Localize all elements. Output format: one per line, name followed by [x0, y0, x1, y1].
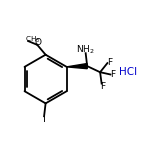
Text: I: I: [43, 114, 45, 124]
Text: F: F: [100, 82, 105, 91]
Text: O: O: [34, 38, 41, 47]
Text: CH$_3$: CH$_3$: [25, 35, 41, 45]
Text: F: F: [110, 70, 115, 79]
Text: F: F: [107, 58, 112, 67]
Polygon shape: [67, 64, 87, 69]
Text: NH$_2$: NH$_2$: [76, 44, 95, 56]
Text: HCl: HCl: [119, 67, 138, 77]
